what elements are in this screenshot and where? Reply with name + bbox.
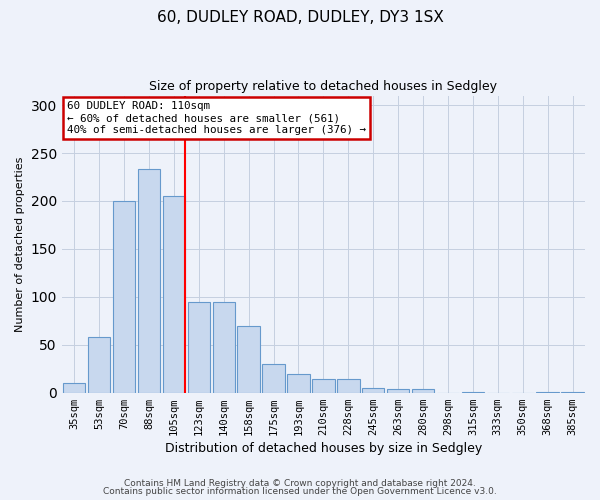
Bar — [238, 326, 260, 392]
Bar — [188, 302, 210, 392]
Bar — [387, 389, 409, 392]
Y-axis label: Number of detached properties: Number of detached properties — [15, 156, 25, 332]
Text: 60 DUDLEY ROAD: 110sqm
← 60% of detached houses are smaller (561)
40% of semi-de: 60 DUDLEY ROAD: 110sqm ← 60% of detached… — [67, 102, 366, 134]
Bar — [362, 388, 385, 392]
Bar — [312, 380, 335, 392]
Bar — [138, 170, 160, 392]
Title: Size of property relative to detached houses in Sedgley: Size of property relative to detached ho… — [149, 80, 497, 93]
Text: 60, DUDLEY ROAD, DUDLEY, DY3 1SX: 60, DUDLEY ROAD, DUDLEY, DY3 1SX — [157, 10, 443, 25]
Bar — [88, 337, 110, 392]
Bar — [63, 383, 85, 392]
Bar — [262, 364, 285, 392]
Bar — [163, 196, 185, 392]
Bar — [287, 374, 310, 392]
Bar — [337, 380, 359, 392]
Text: Contains HM Land Registry data © Crown copyright and database right 2024.: Contains HM Land Registry data © Crown c… — [124, 478, 476, 488]
Bar — [113, 201, 135, 392]
Bar — [212, 302, 235, 392]
X-axis label: Distribution of detached houses by size in Sedgley: Distribution of detached houses by size … — [165, 442, 482, 455]
Bar — [412, 389, 434, 392]
Text: Contains public sector information licensed under the Open Government Licence v3: Contains public sector information licen… — [103, 487, 497, 496]
